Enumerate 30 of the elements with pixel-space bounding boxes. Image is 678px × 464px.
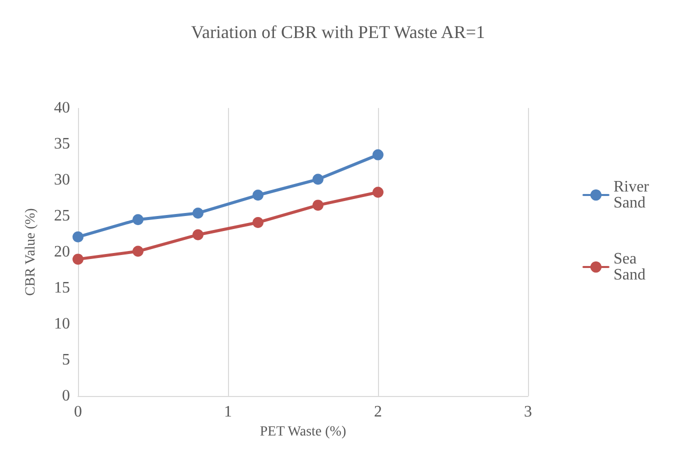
point	[252, 190, 264, 201]
point	[72, 254, 84, 265]
point	[132, 246, 144, 257]
point	[252, 216, 264, 228]
x-tick-label: 0	[74, 404, 82, 420]
point	[312, 174, 324, 185]
y-tick-label: 30	[54, 172, 70, 188]
y-tick-label: 10	[54, 316, 70, 332]
y-tick-label: 35	[54, 136, 70, 152]
point	[192, 229, 204, 240]
y-tick-label: 20	[54, 244, 70, 260]
y-tick-label: 5	[62, 352, 70, 368]
point	[132, 214, 144, 226]
y-axis-title: CBR Value (%)	[24, 208, 38, 296]
point	[72, 231, 84, 242]
x-tick-label: 3	[524, 404, 532, 420]
x-axis-title: PET Waste (%)	[260, 424, 346, 440]
y-tick-label: 0	[62, 388, 70, 404]
y-tick-label: 40	[54, 100, 70, 116]
point	[312, 200, 324, 211]
chart-title: Variation of CBR with PET Waste AR=1	[190, 22, 486, 42]
x-tick-label: 1	[224, 404, 232, 420]
legend-label: Sea Sand	[613, 250, 646, 284]
point	[372, 149, 384, 160]
x-tick-label: 2	[374, 404, 382, 420]
legend-label: River Sand	[613, 178, 653, 212]
point	[192, 208, 204, 219]
point	[372, 186, 384, 198]
y-tick-label: 15	[54, 280, 70, 296]
y-tick-label: 25	[54, 208, 70, 224]
